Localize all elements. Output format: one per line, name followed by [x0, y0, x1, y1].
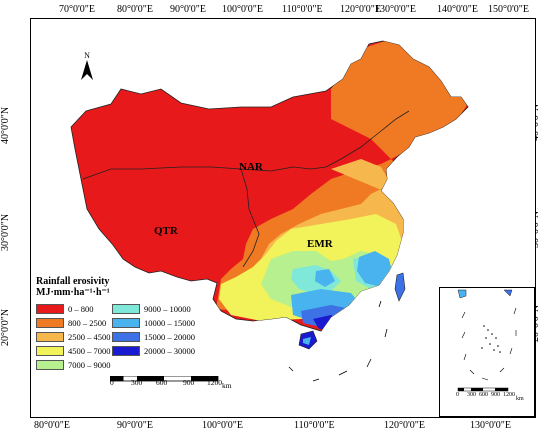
legend-swatch [112, 346, 140, 356]
inset-scale-label: 0 [456, 392, 459, 398]
china-map [70, 40, 469, 382]
region-label-qtr: QTR [154, 225, 178, 237]
legend-item: 15000 – 20000 [112, 332, 195, 342]
inset-scale-label: 1200 [503, 392, 515, 398]
lon-tick-top: 130°0'0"E [375, 4, 416, 15]
region-label-nar: NAR [239, 161, 263, 173]
legend-swatch [36, 304, 64, 314]
lon-tick-top: 120°0'0"E [340, 4, 381, 15]
region-label-emr: EMR [307, 238, 333, 250]
scale-label: 0 [110, 378, 114, 387]
inset-scale-label: 300 [467, 392, 476, 398]
legend-swatch [36, 360, 64, 370]
legend-swatch [36, 332, 64, 342]
legend-swatch [112, 318, 140, 328]
legend-item: 2500 – 4500 [36, 332, 111, 342]
lon-tick-top: 80°0'0"E [117, 4, 153, 15]
scale-label: 1200 [207, 378, 222, 387]
legend-label: 15000 – 20000 [144, 332, 195, 342]
scale-unit: km [222, 381, 232, 390]
legend-item: 800 – 2500 [36, 318, 106, 328]
lon-tick-top: 110°0'0"E [282, 4, 323, 15]
legend-label: 10000 – 15000 [144, 318, 195, 328]
legend-item: 10000 – 15000 [112, 318, 195, 328]
inset-scale-label: 600 [479, 392, 488, 398]
legend: Rainfall erosivity MJ·mm·ha⁻¹·h⁻¹ 0 – 80… [36, 276, 236, 370]
legend-swatch [112, 304, 140, 314]
lat-tick-left: 20°0'0"N [0, 308, 12, 347]
lon-tick-bottom: 130°0'0"E [470, 420, 511, 431]
inset-graphic [457, 289, 517, 392]
lon-tick-top: 100°0'0"E [222, 4, 263, 15]
legend-item: 20000 – 30000 [112, 346, 195, 356]
inset-scale-unit: km [516, 396, 524, 402]
legend-swatch [36, 318, 64, 328]
lon-tick-top: 150°0'0"E [488, 4, 529, 15]
legend-label: 2500 – 4500 [68, 332, 111, 342]
legend-item: 7000 – 9000 [36, 360, 111, 370]
legend-label: 9000 – 10000 [144, 304, 191, 314]
legend-title: Rainfall erosivity [36, 276, 110, 287]
legend-label: 4500 – 7000 [68, 346, 111, 356]
legend-item: 4500 – 7000 [36, 346, 111, 356]
scale-label: 600 [156, 378, 168, 387]
lon-tick-bottom: 120°0'0"E [384, 420, 425, 431]
legend-unit: MJ·mm·ha⁻¹·h⁻¹ [36, 287, 110, 298]
scale-bar: 0 300 600 900 1200 km [109, 371, 232, 390]
lon-tick-bottom: 110°0'0"E [294, 420, 335, 431]
legend-label: 0 – 800 [68, 304, 94, 314]
legend-item: 0 – 800 [36, 304, 94, 314]
lon-tick-bottom: 90°0'0"E [117, 420, 153, 431]
inset-map: 0 300 600 900 1200 km [439, 287, 535, 417]
lon-tick-bottom: 80°0'0"E [34, 420, 70, 431]
lon-tick-bottom: 100°0'0"E [202, 420, 243, 431]
scale-label: 300 [131, 378, 143, 387]
legend-label: 800 – 2500 [68, 318, 107, 328]
legend-swatch [112, 332, 140, 342]
north-arrow: N [81, 51, 93, 87]
legend-label: 20000 – 30000 [144, 346, 195, 356]
lat-tick-left: 40°0'0"N [0, 106, 12, 145]
legend-label: 7000 – 9000 [68, 360, 111, 370]
lon-tick-top: 140°0'0"E [437, 4, 478, 15]
legend-swatch [36, 346, 64, 356]
lat-tick-left: 30°0'0"N [0, 213, 12, 252]
scale-bar-graphic [109, 375, 219, 382]
lon-tick-top: 70°0'0"E [59, 4, 95, 15]
scale-label: 900 [183, 378, 195, 387]
legend-item: 9000 – 10000 [112, 304, 191, 314]
lon-tick-top: 90°0'0"E [170, 4, 206, 15]
inset-scale-label: 900 [491, 392, 500, 398]
